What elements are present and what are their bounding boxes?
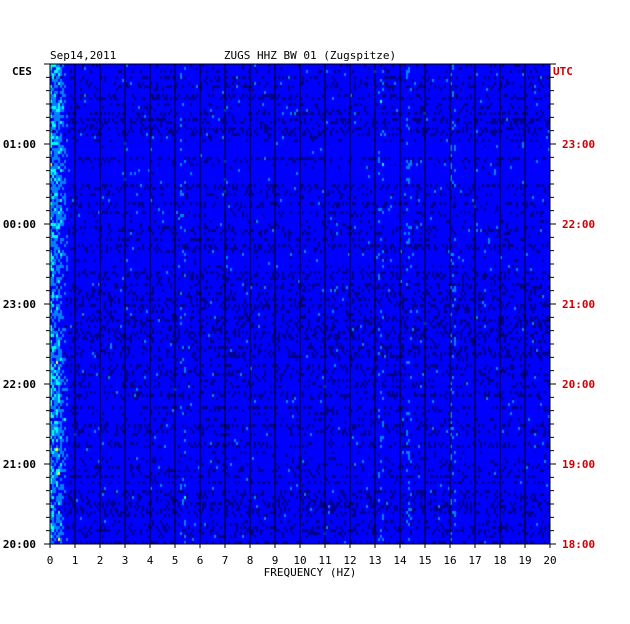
right-time-label: 21:00	[562, 298, 595, 311]
x-tick-label: 5	[172, 554, 179, 567]
left-time-label: 21:00	[3, 458, 36, 471]
x-tick-label: 6	[197, 554, 204, 567]
right-axis-label: UTC	[553, 65, 573, 78]
x-tick-label: 12	[343, 554, 356, 567]
x-tick-label: 7	[222, 554, 229, 567]
right-time-label: 20:00	[562, 378, 595, 391]
right-time-label: 18:00	[562, 538, 595, 551]
frequency-gridlines	[49, 64, 551, 544]
time-tick-marks	[44, 63, 556, 545]
right-time-label: 19:00	[562, 458, 595, 471]
x-tick-label: 13	[368, 554, 381, 567]
x-tick-label: 2	[97, 554, 104, 567]
x-tick-label: 11	[318, 554, 331, 567]
x-tick-label: 3	[122, 554, 129, 567]
right-time-label: 23:00	[562, 138, 595, 151]
x-tick-label: 20	[543, 554, 556, 567]
x-tick-label: 0	[47, 554, 54, 567]
left-time-label: 00:00	[3, 218, 36, 231]
left-time-label: 23:00	[3, 298, 36, 311]
right-time-label: 22:00	[562, 218, 595, 231]
left-time-label: 01:00	[3, 138, 36, 151]
frequency-axis: 0 1 2 3 4 5 6 7 8 9 10 11 12 13 14 15 16 17 18 19 20	[47, 544, 557, 567]
x-tick-label: 4	[147, 554, 154, 567]
x-tick-label: 16	[443, 554, 456, 567]
right-time-axis: 23:00 22:00 21:00 20:00 19:00 18:00	[562, 138, 595, 551]
x-tick-label: 18	[493, 554, 506, 567]
x-axis-title: FREQUENCY (HZ)	[264, 566, 357, 579]
x-tick-label: 10	[293, 554, 306, 567]
x-tick-label: 15	[418, 554, 431, 567]
chart-title: ZUGS HHZ BW 01 (Zugspitze)	[224, 49, 396, 62]
date-label: Sep14,2011	[50, 49, 116, 62]
left-axis-label: CES	[12, 65, 32, 78]
x-tick-label: 9	[272, 554, 279, 567]
x-tick-label: 19	[518, 554, 531, 567]
left-time-label: 22:00	[3, 378, 36, 391]
x-tick-label: 1	[72, 554, 79, 567]
x-tick-label: 14	[393, 554, 407, 567]
left-time-label: 20:00	[3, 538, 36, 551]
x-tick-label: 17	[468, 554, 481, 567]
left-time-axis: 01:00 00:00 23:00 22:00 21:00 20:00	[3, 138, 36, 551]
x-tick-label: 8	[247, 554, 254, 567]
